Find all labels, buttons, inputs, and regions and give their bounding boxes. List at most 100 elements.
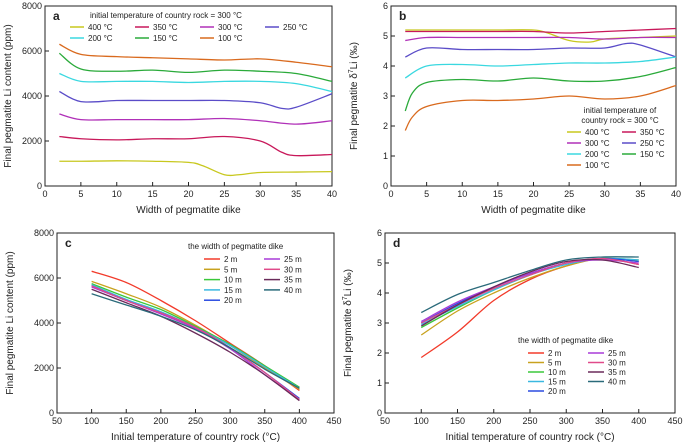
legend-label: 40 m (284, 286, 302, 295)
series-line-400C (59, 160, 333, 177)
legend-title-line: initial temperature of (584, 106, 657, 115)
legend-label: 20 m (224, 296, 242, 305)
series-line-25m (420, 259, 639, 323)
legend-label: 25 m (284, 255, 302, 264)
y-tick-label: 2 (377, 348, 382, 358)
legend-title: initial temperature of country rock = 30… (90, 11, 242, 20)
y-tick-label: 6000 (22, 46, 42, 56)
x-tick-label: 5 (424, 189, 429, 199)
panel-letter: c (65, 236, 72, 250)
x-tick-label: 200 (486, 416, 501, 426)
y-tick-label: 3 (377, 318, 382, 328)
legend-title-line: country rock = 300 °C (581, 116, 658, 125)
legend-label: 35 m (608, 368, 626, 377)
x-tick-label: 35 (291, 189, 301, 199)
y-axis-title-prefix: Final pegmatite δ (349, 73, 360, 150)
y-tick-label: 2000 (34, 363, 54, 373)
x-tick-label: 15 (493, 189, 503, 199)
x-tick-label: 250 (188, 416, 203, 426)
legend-label: 2 m (224, 255, 238, 264)
y-tick-label: 2000 (22, 136, 42, 146)
x-tick-label: 20 (183, 189, 193, 199)
legend-label: 5 m (548, 359, 562, 368)
x-tick-label: 35 (635, 189, 645, 199)
legend-label: 150 °C (153, 34, 178, 43)
y-tick-label: 4 (383, 61, 388, 71)
y-tick-label: 6 (383, 1, 388, 11)
y-tick-label: 5 (377, 258, 382, 268)
x-tick-label: 250 (522, 416, 537, 426)
legend-label: 15 m (224, 286, 242, 295)
legend-label: 25 m (608, 349, 626, 358)
legend: initial temperature of country rock = 30… (70, 11, 308, 43)
series-line-250C (59, 90, 333, 110)
x-tick-label: 0 (388, 189, 393, 199)
y-tick-label: 3 (383, 91, 388, 101)
series-line-150C (58, 52, 333, 83)
y-tick-label: 0 (377, 408, 382, 418)
legend-label: 100 °C (218, 34, 243, 43)
series-line-350C (59, 135, 333, 157)
series-line-300C (405, 36, 677, 42)
x-tick-label: 40 (327, 189, 337, 199)
x-tick-label: 10 (112, 189, 122, 199)
y-tick-label: 0 (37, 181, 42, 191)
panel-letter: a (53, 9, 60, 23)
y-axis-title-suffix: Li (‰) (343, 269, 354, 296)
y-axis-title-prefix: Final pegmatite δ (343, 300, 354, 377)
x-tick-label: 25 (219, 189, 229, 199)
series-line-5m (91, 280, 300, 390)
x-tick-label: 400 (292, 416, 307, 426)
y-tick-label: 4000 (34, 318, 54, 328)
series-line-35m (420, 258, 639, 327)
legend-label: 2 m (548, 349, 562, 358)
x-tick-label: 300 (223, 416, 238, 426)
series-line-35m (91, 288, 300, 402)
legend-label: 350 °C (640, 128, 665, 137)
legend-label: 250 °C (283, 23, 308, 32)
series-line-15m (91, 284, 300, 389)
y-tick-label: 4000 (22, 91, 42, 101)
x-tick-label: 100 (84, 416, 99, 426)
legend-label: 5 m (224, 265, 238, 274)
series-line-40m (420, 256, 639, 314)
legend-label: 200 °C (585, 150, 610, 159)
panel-a: 0 5 10 15 20 25 30 35 40 0 2000 4000 6000 8000 Width o… (3, 1, 337, 216)
x-tick-label: 20 (528, 189, 538, 199)
series-line-200C (59, 72, 333, 93)
x-tick-label: 150 (119, 416, 134, 426)
x-tick-label: 50 (380, 416, 390, 426)
x-tick-label: 200 (153, 416, 168, 426)
x-tick-label: 150 (450, 416, 465, 426)
series-line-20m (91, 285, 300, 399)
legend-title: the width of pegmatite dike (188, 242, 284, 251)
series-line-250C (404, 42, 677, 58)
series-line-300C (59, 113, 333, 125)
x-tick-label: 5 (78, 189, 83, 199)
legend-label: 100 °C (585, 161, 610, 170)
series-line-40m (91, 293, 300, 389)
legend-label: 150 °C (640, 150, 665, 159)
x-tick-label: 10 (457, 189, 467, 199)
x-tick-label: 450 (667, 416, 682, 426)
y-axis-title: Final pegmatite δ7Li (‰) (342, 269, 354, 377)
legend-label: 200 °C (88, 34, 113, 43)
legend-label: 15 m (548, 378, 566, 387)
legend-label: 35 m (284, 276, 302, 285)
x-tick-label: 50 (52, 416, 62, 426)
y-tick-label: 1 (377, 378, 382, 388)
plot-frame (44, 5, 333, 187)
x-tick-label: 350 (257, 416, 272, 426)
x-axis-title: Initial temperature of country rock (°C) (445, 432, 614, 443)
legend-label: 300 °C (218, 23, 243, 32)
legend-label: 20 m (548, 387, 566, 396)
y-axis-title: Final pegmatite Li content (ppm) (5, 251, 16, 394)
x-tick-label: 300 (559, 416, 574, 426)
panel-b: 0 5 10 15 20 25 30 35 40 0 1 2 3 4 5 6 Width of pegmatit… (348, 1, 681, 216)
series-line-350C (405, 27, 677, 34)
x-tick-label: 0 (42, 189, 47, 199)
series-line-15m (420, 257, 639, 326)
y-tick-label: 6000 (34, 273, 54, 283)
